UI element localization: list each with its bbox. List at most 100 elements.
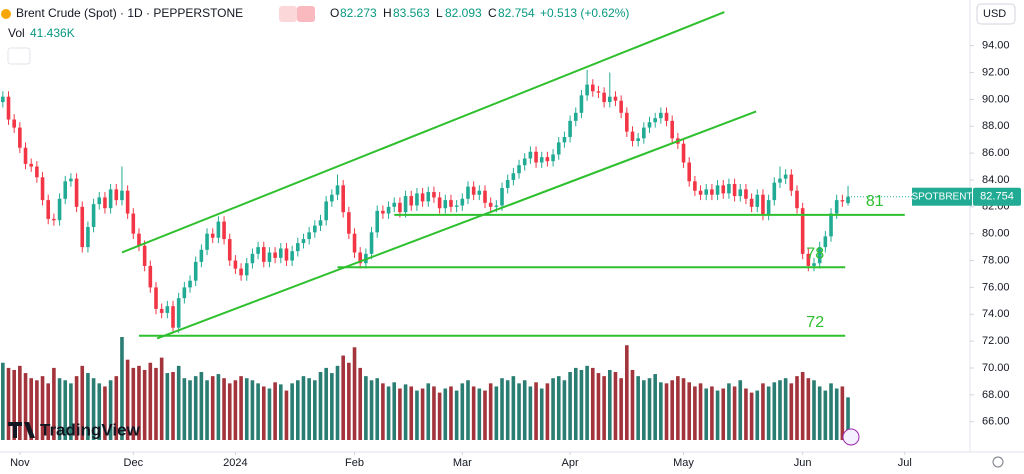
volume-bar — [108, 380, 113, 440]
candle-body — [148, 265, 153, 288]
x-tick-label: Nov — [10, 457, 30, 469]
candle-body — [341, 185, 345, 213]
volume-bar — [392, 382, 397, 440]
assistant-button[interactable] — [842, 428, 860, 446]
volume-bar — [403, 384, 408, 440]
volume-bar — [244, 378, 249, 440]
volume-bar — [131, 367, 136, 440]
y-tick-label: 90.00 — [982, 93, 1010, 105]
volume-bar — [171, 372, 175, 440]
volume-bar — [63, 380, 68, 440]
volume-bar — [545, 383, 550, 440]
y-tick-label: 80.00 — [982, 228, 1010, 240]
volume-bar — [233, 380, 238, 440]
candle-body — [205, 233, 209, 250]
volume-bar — [23, 373, 28, 440]
candle-body — [761, 194, 765, 215]
volume-bar — [522, 380, 527, 440]
volume-bar — [812, 380, 816, 440]
candle-body — [6, 96, 11, 120]
volume-bar — [840, 386, 845, 440]
volume-bar — [806, 378, 811, 440]
x-tick-label: 2024 — [223, 457, 247, 469]
volume-bar — [159, 357, 164, 440]
volume-bar — [664, 383, 669, 440]
volume-bar — [199, 372, 204, 440]
indicator-badge[interactable] — [279, 6, 297, 22]
volume-bar — [710, 386, 714, 440]
volume-bar — [789, 383, 794, 440]
volume-bar — [483, 390, 487, 440]
volume-bar — [449, 386, 453, 440]
volume-bar — [772, 382, 777, 440]
currency-button[interactable] — [976, 3, 1016, 25]
volume-bar — [715, 390, 720, 440]
candle-body — [664, 112, 669, 121]
volume-bar — [216, 374, 221, 440]
volume-bar — [766, 386, 771, 440]
candle-body — [681, 143, 686, 163]
level-label: 78 — [806, 245, 824, 262]
x-tick-label: Apr — [562, 457, 579, 469]
volume-bar — [273, 382, 277, 440]
candle-body — [91, 204, 96, 227]
candle-body — [233, 260, 238, 269]
candle-body — [607, 96, 612, 103]
volume-bar — [52, 367, 56, 440]
volume-bar — [193, 376, 198, 440]
volume-bar — [114, 376, 119, 440]
settings-button[interactable] — [992, 456, 1004, 468]
candle-body — [40, 177, 45, 201]
candle-body — [704, 189, 709, 195]
volume-bar — [250, 380, 255, 440]
ohlc-label: L — [436, 6, 443, 20]
volume-bar — [398, 388, 402, 440]
candle-body — [812, 263, 816, 266]
volume-bar — [704, 388, 709, 440]
candle-body — [86, 226, 90, 248]
candle-body — [409, 196, 414, 206]
volume-bar — [97, 383, 102, 440]
candle-body — [568, 120, 572, 137]
volume-bar — [188, 380, 192, 440]
candle-body — [817, 247, 822, 264]
candle-body — [261, 247, 266, 262]
candle-body — [318, 220, 323, 226]
volume-bar — [267, 388, 272, 440]
volume-bar — [29, 378, 33, 440]
volume-bar — [539, 388, 544, 440]
volume-bar — [307, 378, 311, 440]
candle-body — [381, 210, 385, 214]
volume-bar — [596, 373, 601, 440]
candle-body — [471, 186, 476, 195]
volume-bar — [57, 378, 62, 440]
volume-bar — [347, 362, 351, 440]
y-tick-label: 94.00 — [982, 40, 1010, 52]
indicator-badge[interactable] — [297, 6, 315, 22]
open-value: 82.273 — [340, 6, 377, 20]
volume-bar — [358, 367, 363, 440]
candle-body — [823, 236, 828, 248]
volume-bar — [562, 380, 567, 440]
candle-body — [307, 232, 311, 240]
volume-bar — [154, 367, 158, 440]
price-tag: 82.754 — [980, 191, 1014, 203]
candle-body — [522, 158, 527, 166]
y-tick-label: 92.00 — [982, 66, 1010, 78]
volume-bar — [630, 369, 635, 440]
volume-bar — [18, 365, 22, 440]
volume-bar — [335, 365, 340, 440]
candle-body — [347, 212, 351, 234]
y-tick-label: 72.00 — [982, 335, 1010, 347]
collapse-button[interactable] — [7, 47, 31, 65]
volume-bar — [783, 378, 788, 440]
candle-body — [256, 247, 260, 254]
candle-body — [744, 189, 748, 199]
candle-body — [619, 100, 623, 113]
volume-bar — [176, 365, 181, 440]
volume-bar — [12, 369, 16, 440]
volume-bar — [364, 376, 368, 440]
candle-body — [159, 308, 164, 313]
candle-body — [783, 174, 788, 179]
